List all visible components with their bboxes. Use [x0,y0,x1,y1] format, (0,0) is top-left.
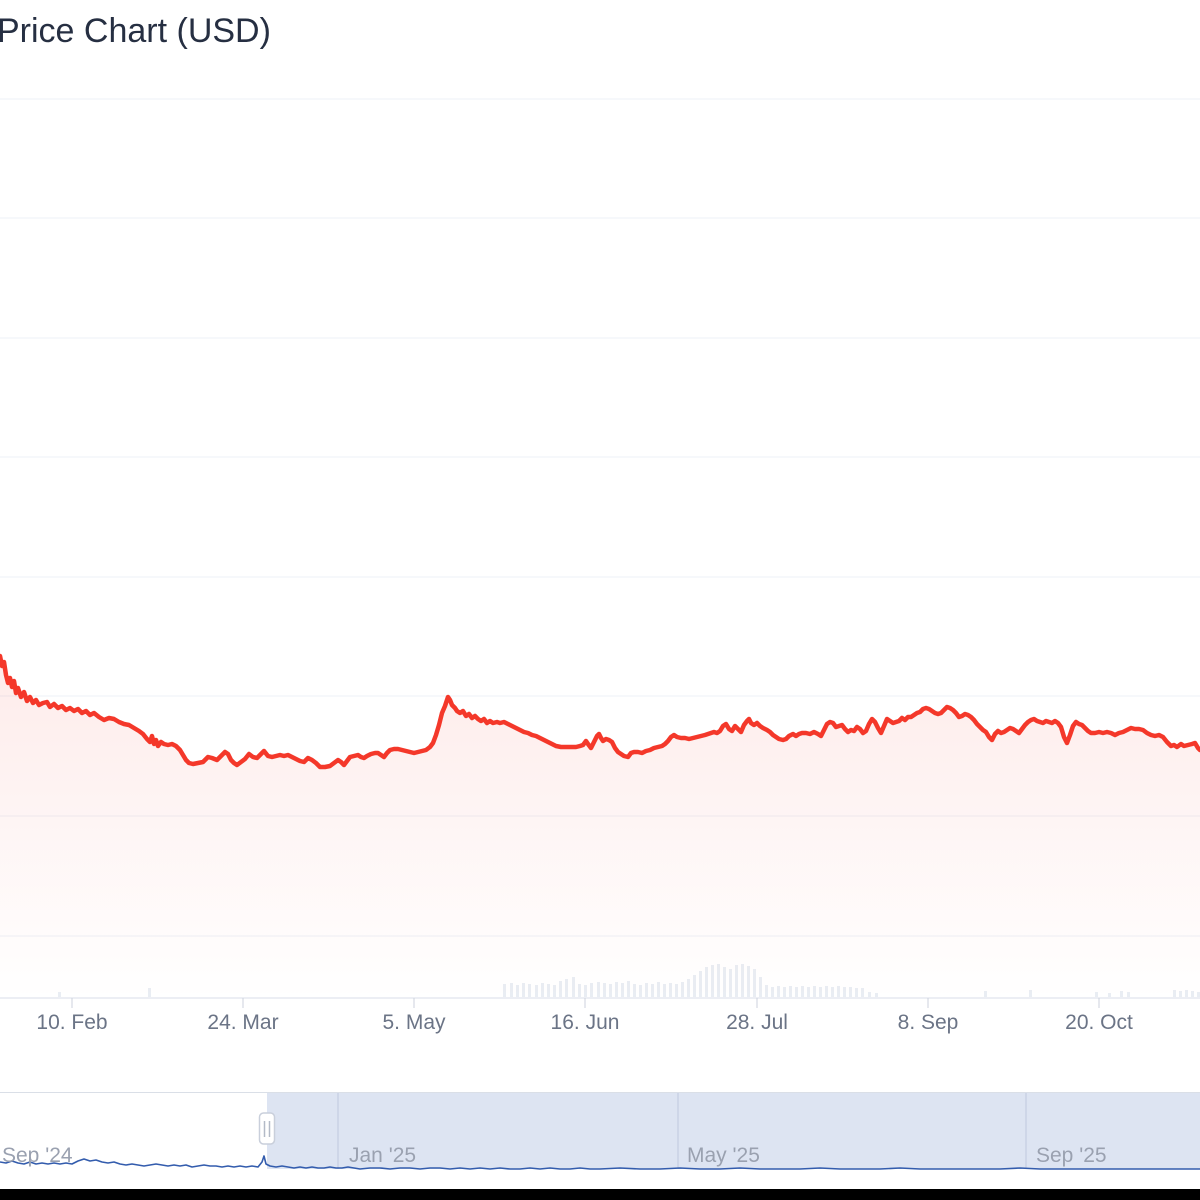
navigator-outline [0,1092,1200,1093]
x-axis-label: 28. Jul [726,1011,788,1034]
x-axis-label: 5. May [382,1011,446,1034]
bottom-black-bar [0,1189,1200,1200]
x-axis-label: 20. Oct [1065,1011,1133,1034]
x-axis-label: 8. Sep [897,1011,959,1034]
navigator-selected-mask[interactable] [267,1093,1200,1169]
navigator-axis-label: Sep '25 [1036,1144,1107,1167]
navigator-axis-label: Sep '24 [2,1144,73,1167]
navigator-axis-label: Jan '25 [349,1144,417,1167]
navigator-axis-label: May '25 [687,1144,760,1167]
x-axis-label: 10. Feb [36,1011,108,1034]
x-axis-label: 24. Mar [207,1011,279,1034]
navigator-handle[interactable] [258,1112,276,1145]
navigator-line-series [0,1155,1200,1170]
x-axis-label: 16. Jun [550,1011,620,1034]
price-line-series[interactable] [0,653,1200,770]
page-title: Price Chart (USD) [0,12,271,50]
price-area-fill [0,656,1200,998]
